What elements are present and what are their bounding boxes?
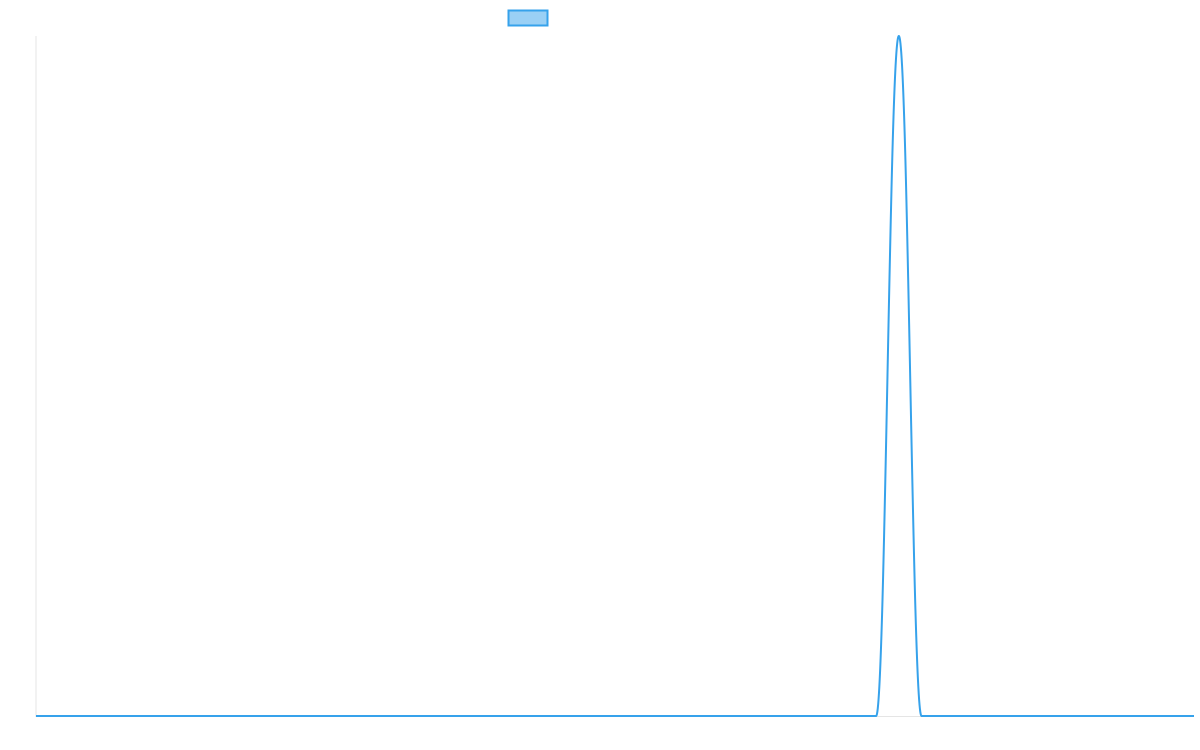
series-line-0 (36, 34, 1194, 717)
legend-swatch[interactable] (507, 9, 549, 27)
